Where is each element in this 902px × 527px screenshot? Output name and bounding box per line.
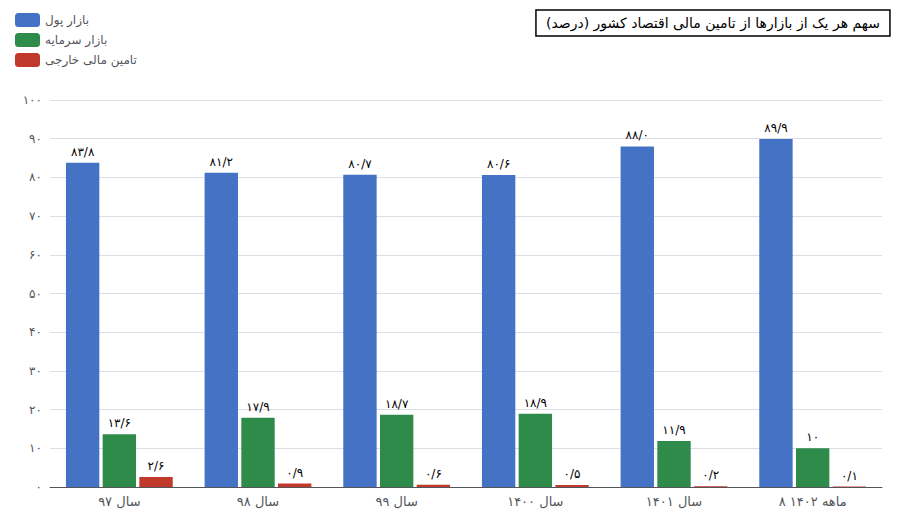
svg-text:۸۳/۸: ۸۳/۸	[71, 145, 95, 159]
svg-text:بازار سرمایه: بازار سرمایه	[45, 33, 107, 48]
svg-text:۱۸/۹: ۱۸/۹	[524, 396, 547, 410]
svg-text:سال ۱۴۰۰: سال ۱۴۰۰	[507, 494, 563, 509]
svg-text:سهم هر یک از بازارها از تامین: سهم هر یک از بازارها از تامین مالی اقتصا…	[546, 15, 880, 32]
svg-text:۱۳/۶: ۱۳/۶	[108, 416, 131, 430]
svg-text:۵۰: ۵۰	[29, 287, 42, 301]
svg-text:۱۰: ۱۰	[29, 441, 42, 455]
svg-text:سال ۹۷: سال ۹۷	[98, 494, 140, 509]
svg-text:۰/۵: ۰/۵	[564, 467, 581, 481]
svg-text:۱۰۰: ۱۰۰	[23, 93, 42, 107]
svg-text:۳۰: ۳۰	[29, 364, 42, 378]
svg-text:۸۱/۲: ۸۱/۲	[210, 155, 233, 169]
svg-text:سال ۹۸: سال ۹۸	[237, 494, 279, 509]
svg-text:۰: ۰	[36, 480, 42, 494]
svg-text:سال ۱۴۰۱: سال ۱۴۰۱	[646, 494, 702, 509]
svg-text:۴۰: ۴۰	[29, 325, 42, 339]
svg-text:۹۰: ۹۰	[29, 132, 42, 146]
svg-text:۱۱/۹: ۱۱/۹	[662, 423, 685, 437]
svg-text:۱۰: ۱۰	[806, 430, 819, 444]
svg-text:۰/۲: ۰/۲	[702, 468, 719, 482]
svg-text:۶۰: ۶۰	[29, 248, 42, 262]
svg-text:۸۸/۰: ۸۸/۰	[626, 128, 649, 142]
svg-text:۸۰: ۸۰	[29, 170, 42, 184]
svg-text:بازار پول: بازار پول	[45, 13, 89, 28]
svg-text:۸۰/۷: ۸۰/۷	[348, 157, 372, 171]
svg-text:۰/۱: ۰/۱	[841, 469, 858, 483]
svg-text:سال ۹۹: سال ۹۹	[375, 494, 417, 509]
svg-text:۷۰: ۷۰	[29, 209, 42, 223]
svg-text:۱۷/۹: ۱۷/۹	[246, 400, 269, 414]
svg-text:۲/۶: ۲/۶	[148, 459, 165, 473]
svg-text:۸۰/۶: ۸۰/۶	[487, 157, 510, 171]
svg-text:۱۸/۷: ۱۸/۷	[385, 397, 409, 411]
svg-text:۸ ماهه ۱۴۰۲: ۸ ماهه ۱۴۰۲	[779, 494, 847, 509]
svg-text:۰/۶: ۰/۶	[425, 467, 442, 481]
svg-text:۲۰: ۲۰	[29, 403, 42, 417]
svg-text:تامین مالی خارجی: تامین مالی خارجی	[45, 53, 137, 68]
svg-text:۰/۹: ۰/۹	[286, 466, 303, 480]
svg-text:۸۹/۹: ۸۹/۹	[764, 121, 787, 135]
